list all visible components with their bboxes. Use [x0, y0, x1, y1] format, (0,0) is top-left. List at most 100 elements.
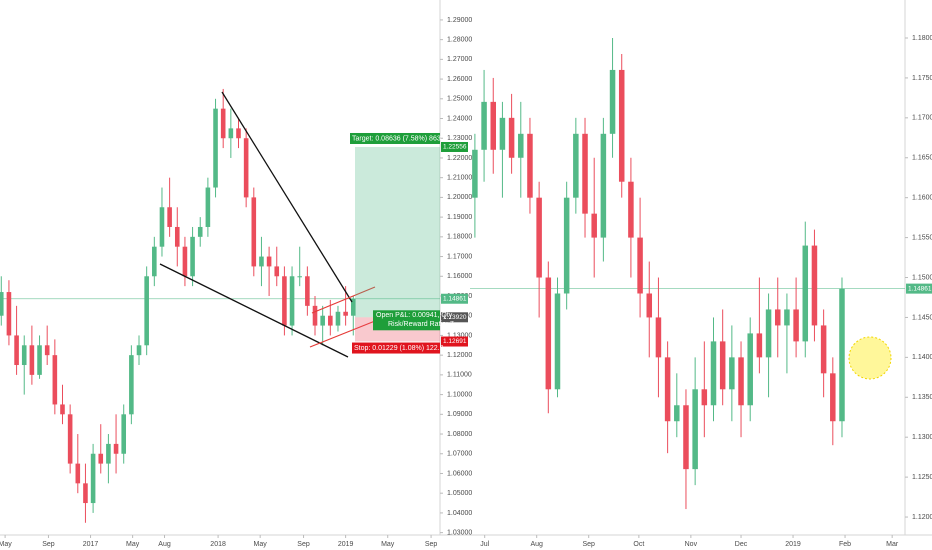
last-price-tag: 1.14861: [443, 295, 467, 302]
candle-body: [784, 309, 790, 326]
candle-body: [83, 483, 88, 504]
candle-body: [683, 405, 689, 470]
y-tick-label: 1.26000: [447, 76, 472, 83]
candle-body: [802, 245, 809, 342]
candle-body: [320, 315, 325, 326]
candle-body: [646, 293, 653, 318]
candle-body: [582, 133, 588, 214]
y-tick-label: 1.06000: [447, 470, 472, 477]
y-tick-label: 1.15000: [912, 274, 932, 281]
y-tick-label: 1.13000: [912, 434, 932, 441]
candle-body: [6, 292, 12, 336]
y-tick-label: 1.17500: [912, 75, 932, 82]
x-tick-label: May: [254, 541, 268, 548]
y-tick-label: 1.14000: [912, 354, 932, 361]
candle-body: [692, 389, 698, 470]
target-label: Target: 0.08636 (7.58%) 863.6, A: [352, 135, 455, 142]
candle-body: [518, 133, 524, 158]
y-tick-label: 1.27000: [447, 56, 472, 63]
candle-body: [527, 133, 533, 198]
candle-body: [756, 333, 763, 358]
y-tick-label: 1.15500: [912, 234, 932, 241]
candle-body: [29, 345, 35, 375]
candle-body: [21, 345, 27, 366]
y-tick-label: 1.04000: [447, 510, 472, 517]
candle-body: [174, 226, 180, 247]
candle-body: [481, 101, 487, 150]
y-tick-label: 1.18000: [447, 234, 472, 241]
y-tick-label: 1.03000: [447, 529, 472, 536]
y-tick-label: 1.13500: [912, 394, 932, 401]
candle-body: [830, 373, 836, 422]
pnl-label-box: [373, 310, 440, 331]
x-tick-label: Nov: [685, 541, 698, 548]
candle-body: [820, 325, 827, 374]
candle-body: [243, 138, 249, 198]
candle-body: [236, 128, 241, 139]
x-tick-label: Dec: [735, 541, 748, 548]
y-tick-label: 1.16000: [447, 273, 472, 280]
y-tick-label: 1.12000: [912, 514, 932, 521]
candle-body: [719, 341, 726, 390]
trend-line: [221, 91, 353, 303]
candle-body: [197, 226, 203, 237]
candle-body: [738, 357, 744, 406]
trend-line: [159, 263, 349, 358]
candle-body: [190, 236, 195, 277]
price-tag-box: [441, 141, 468, 152]
last-price-tag-box: [441, 293, 468, 304]
candle-body: [67, 414, 73, 464]
candle-body: [609, 69, 616, 134]
candle-body: [490, 101, 497, 150]
candle-body: [274, 266, 280, 277]
x-tick-label: Feb: [839, 541, 851, 548]
last-price-tag-box: [906, 283, 932, 294]
candle-body: [563, 197, 570, 294]
x-tick-label: Aug: [158, 541, 171, 548]
x-tick-label: 2018: [210, 541, 226, 548]
y-tick-label: 1.16000: [912, 195, 932, 202]
candle-body: [729, 357, 735, 390]
y-tick-label: 1.05000: [447, 490, 472, 497]
y-tick-label: 1.22000: [447, 155, 472, 162]
y-tick-label: 1.29000: [447, 17, 472, 24]
candle-body: [350, 298, 356, 316]
y-tick-label: 1.25000: [447, 96, 472, 103]
candle-body: [60, 404, 65, 415]
candle-body: [75, 463, 81, 484]
candle-body: [600, 133, 607, 238]
x-tick-label: 2019: [785, 541, 801, 548]
y-tick-label: 1.24000: [447, 115, 472, 122]
candle-body: [37, 345, 42, 375]
y-tick-label: 1.14500: [912, 314, 932, 321]
pnl-label: Open P&L: 0.00941, Qty: [376, 312, 453, 319]
candle-body: [305, 276, 310, 306]
candle-body: [213, 108, 218, 188]
x-tick-label: 2019: [338, 541, 354, 548]
channel-line: [311, 286, 376, 314]
candle-body: [747, 333, 753, 406]
y-tick-label: 1.12500: [912, 474, 932, 481]
candle-body: [90, 453, 96, 504]
candle-body: [159, 207, 165, 247]
candle-body: [220, 108, 226, 139]
y-tick-label: 1.16500: [912, 155, 932, 162]
candle-body: [774, 309, 781, 326]
x-tick-label: Mar: [886, 541, 899, 548]
candle-body: [52, 355, 58, 405]
candle-body: [113, 443, 119, 454]
candle-body: [98, 453, 104, 464]
channel-line: [309, 320, 376, 348]
stop-label-box: [352, 342, 440, 354]
candle-body: [628, 181, 634, 238]
candle-body: [335, 311, 341, 326]
candle-body: [167, 207, 172, 227]
stop-label: Stop: 0.01229 (1.08%) 122.9,: [354, 345, 446, 352]
candle-body: [289, 276, 295, 326]
x-tick-label: Sep: [582, 541, 595, 548]
price-tag: 1.13920: [443, 314, 467, 321]
ratio-label: Risk/Reward Ratio: 7: [388, 321, 454, 328]
x-tick-label: Jul: [480, 541, 489, 548]
price-tag-box: [441, 336, 468, 347]
